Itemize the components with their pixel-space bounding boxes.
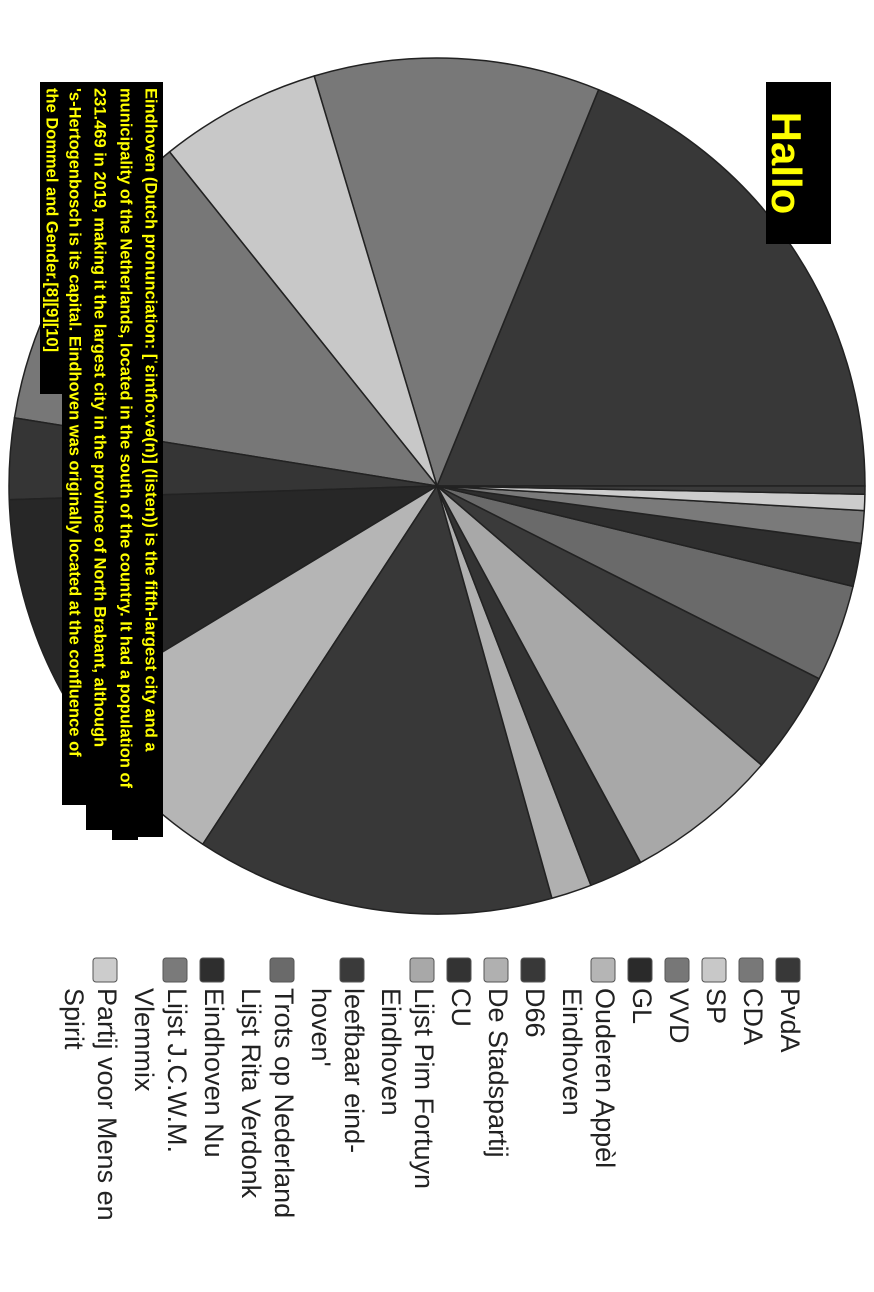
legend-swatch xyxy=(738,957,764,983)
legend-label: CU xyxy=(446,988,476,1027)
caption-line: the Dommel and Gender.[8][9][10] xyxy=(43,88,61,352)
pie-slice-lijst-pim-fortuyn-eindhoven xyxy=(436,485,763,864)
legend-label: De Stadspartij xyxy=(483,988,513,1158)
caption-bg-3 xyxy=(86,82,112,830)
caption-line: Eindhoven (Dutch pronunciation: [ˈɛintɦo… xyxy=(142,88,160,752)
caption-line: 231.469 in 2019, making it the largest c… xyxy=(91,88,109,747)
legend-label: PvdA xyxy=(775,988,805,1053)
legend-label: Eindhoven Nu xyxy=(199,988,229,1158)
legend-label: Spirit xyxy=(59,988,89,1050)
legend-label: SP xyxy=(701,988,731,1024)
legend-swatch xyxy=(483,957,509,983)
legend-swatch xyxy=(92,957,118,983)
caption-bg-2 xyxy=(112,82,138,840)
title-background xyxy=(766,82,831,244)
legend-label: GL xyxy=(627,988,657,1024)
legend-swatch xyxy=(590,957,616,983)
legend-label: VVD xyxy=(664,988,694,1044)
caption-bg-4 xyxy=(62,82,86,805)
caption-bg-1 xyxy=(138,82,163,837)
pie-slice-cda xyxy=(313,57,600,487)
caption-line: municipality of the Netherlands, located… xyxy=(117,88,135,789)
chart-title: Hallo xyxy=(763,112,810,215)
legend-label: Lijst Pim Fortuyn xyxy=(409,988,439,1189)
title-label: Hallo xyxy=(763,82,831,244)
caption-bg-5 xyxy=(40,82,62,394)
legend-swatch xyxy=(701,957,727,983)
pie-slice-sp xyxy=(168,75,438,487)
legend-label: Lijst Rita Verdonk xyxy=(236,988,266,1199)
legend-label: Ouderen Appèl xyxy=(590,988,620,1168)
legend-label: Vlemmix xyxy=(129,988,159,1092)
legend-label: Trots op Nederland xyxy=(269,988,299,1218)
caption-line: 's-Hertogenbosch is its capital. Eindhov… xyxy=(66,88,84,757)
legend-swatch xyxy=(520,957,546,983)
legend-label: CDA xyxy=(738,988,768,1045)
legend-swatch xyxy=(409,957,435,983)
legend-label: D66 xyxy=(520,988,550,1038)
legend-swatch xyxy=(269,957,295,983)
legend-swatch xyxy=(627,957,653,983)
pie-slice-d66 xyxy=(202,485,553,915)
legend-swatch xyxy=(339,957,365,983)
legend-label: Partij voor Mens en xyxy=(92,988,122,1221)
legend-label: leefbaar eind- xyxy=(339,988,369,1153)
pie-slice-unlabeled-16 xyxy=(436,485,866,495)
caption-label: Eindhoven (Dutch pronunciation: [ˈɛintɦo… xyxy=(40,82,163,840)
pie-slice-pvda xyxy=(436,88,866,487)
legend-label: Eindhoven xyxy=(376,988,406,1116)
legend-swatch xyxy=(775,957,801,983)
legend-swatch xyxy=(664,957,690,983)
legend-label: hoven' xyxy=(306,988,336,1067)
legend-swatch xyxy=(162,957,188,983)
legend-label: Eindhoven xyxy=(557,988,587,1116)
legend-swatch xyxy=(446,957,472,983)
legend-swatch xyxy=(199,957,225,983)
legend-label: Lijst J.C.W.M. xyxy=(162,988,192,1153)
